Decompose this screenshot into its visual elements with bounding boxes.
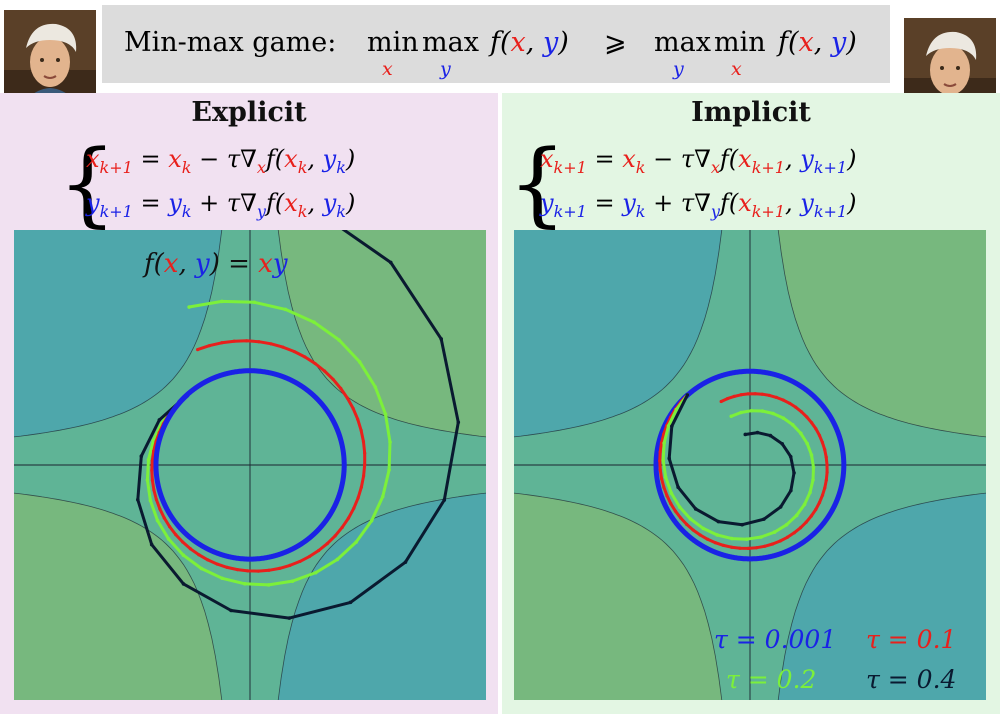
trajectory-tau-0.2 xyxy=(661,393,816,542)
rhs-func: f(x, y) xyxy=(776,27,857,58)
right-brace: { xyxy=(508,131,567,231)
lhs-min: min xyxy=(367,27,419,58)
lhs-func: f(x, y) xyxy=(488,27,569,58)
rhs-min: min xyxy=(714,27,766,58)
rhs-min-sub: x xyxy=(731,58,742,80)
explicit-title: Explicit xyxy=(191,97,307,128)
trajectory-tau-0.001 xyxy=(653,368,847,562)
title-banner: Min-max game: min x max y f(x, y) ⩾ max … xyxy=(102,5,890,83)
trajectory-tau-0.4 xyxy=(667,393,796,527)
legend-item-3: τ = 0.4 xyxy=(866,665,956,694)
trajectory-tau-0.4 xyxy=(136,230,461,620)
implicit-panel: Implicit { xk+1 = xk − τ∇xf(xk+1, yk+1) … xyxy=(502,93,1000,714)
minmax-formula: Min-max game: min x max y f(x, y) ⩾ max … xyxy=(124,27,857,80)
implicit-line-2: yk+1 = yk + τ∇yf(xk+1, yk+1) xyxy=(539,189,857,221)
implicit-title: Implicit xyxy=(691,97,811,128)
explicit-contour-plot: f(x, y) = xy xyxy=(14,230,486,700)
lhs-max-sub: y xyxy=(439,58,451,80)
relation-symbol: ⩾ xyxy=(604,27,627,58)
explicit-line-1: xk+1 = xk − τ∇xf(xk, yk) xyxy=(86,145,355,177)
rhs-max-sub: y xyxy=(672,58,684,80)
legend-item-1: τ = 0.1 xyxy=(866,625,956,654)
function-label: f(x, y) = xy xyxy=(142,249,288,279)
trajectory-tau-0.2 xyxy=(145,299,392,587)
trajectory-tau-0.1 xyxy=(150,339,367,573)
legend-item-2: τ = 0.2 xyxy=(726,665,816,694)
explicit-panel: Explicit { xk+1 = xk − τ∇xf(xk, yk) yk+1… xyxy=(0,93,498,714)
left-brace: { xyxy=(58,131,117,231)
explicit-equations: { xk+1 = xk − τ∇xf(xk, yk) yk+1 = yk + τ… xyxy=(58,131,355,231)
banner-label: Min-max game: xyxy=(124,27,336,58)
implicit-line-1: xk+1 = xk − τ∇xf(xk+1, yk+1) xyxy=(540,145,856,177)
lhs-min-sub: x xyxy=(382,58,393,80)
trajectory-tau-0.001 xyxy=(153,368,347,562)
implicit-contour-plot: τ = 0.001 τ = 0.1 τ = 0.2 τ = 0.4 xyxy=(514,230,986,700)
implicit-equations: { xk+1 = xk − τ∇xf(xk+1, yk+1) yk+1 = yk… xyxy=(508,131,857,231)
legend-item-0: τ = 0.001 xyxy=(714,625,836,654)
trajectory-tau-0.1 xyxy=(658,392,829,551)
explicit-line-2: yk+1 = yk + τ∇yf(xk, yk) xyxy=(85,189,355,221)
lhs-max: max xyxy=(422,27,479,58)
rhs-max: max xyxy=(654,27,711,58)
